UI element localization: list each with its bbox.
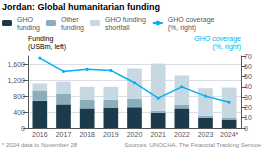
- svg-text:2022: 2022: [174, 131, 190, 138]
- svg-text:GHO funding: GHO funding: [105, 16, 146, 24]
- svg-text:0: 0: [244, 125, 248, 132]
- svg-text:funding: funding: [17, 24, 40, 32]
- svg-text:Other: Other: [61, 16, 79, 23]
- svg-text:(%, right): (%, right): [213, 43, 241, 51]
- svg-text:40: 40: [244, 83, 252, 90]
- svg-text:GHO: GHO: [17, 16, 34, 23]
- svg-text:20: 20: [244, 104, 252, 111]
- svg-text:(%, right): (%, right): [168, 24, 196, 32]
- svg-text:30: 30: [244, 94, 252, 101]
- svg-text:funding: funding: [61, 24, 84, 32]
- svg-text:2019: 2019: [103, 131, 119, 138]
- svg-text:2021: 2021: [150, 131, 166, 138]
- svg-text:400: 400: [13, 109, 25, 116]
- svg-text:2016: 2016: [32, 131, 48, 138]
- svg-text:2017: 2017: [56, 131, 72, 138]
- svg-text:0: 0: [21, 125, 25, 132]
- svg-text:1,600: 1,600: [7, 61, 25, 68]
- svg-text:* 2024 data to November 28: * 2024 data to November 28: [2, 142, 78, 148]
- svg-text:shortfall: shortfall: [105, 24, 130, 31]
- svg-text:2024*: 2024*: [220, 131, 239, 138]
- svg-text:800: 800: [13, 93, 25, 100]
- svg-text:GHO coverage: GHO coverage: [194, 35, 241, 43]
- svg-text:2020: 2020: [127, 131, 143, 138]
- svg-text:60: 60: [244, 63, 252, 70]
- svg-text:Funding: Funding: [28, 35, 53, 43]
- svg-text:10: 10: [244, 114, 252, 121]
- svg-text:70: 70: [244, 53, 252, 60]
- svg-text:2023: 2023: [198, 131, 214, 138]
- svg-text:1,200: 1,200: [7, 77, 25, 84]
- svg-text:(USBm, left): (USBm, left): [28, 43, 66, 51]
- svg-text:GHO coverage: GHO coverage: [168, 16, 215, 24]
- svg-text:Sources: UNOCHA, The Financial: Sources: UNOCHA, The Financial Tracking …: [124, 142, 261, 148]
- svg-text:Jordan: Global humanitarian fu: Jordan: Global humanitarian funding: [2, 2, 160, 12]
- svg-text:2018: 2018: [79, 131, 95, 138]
- svg-text:50: 50: [244, 73, 252, 80]
